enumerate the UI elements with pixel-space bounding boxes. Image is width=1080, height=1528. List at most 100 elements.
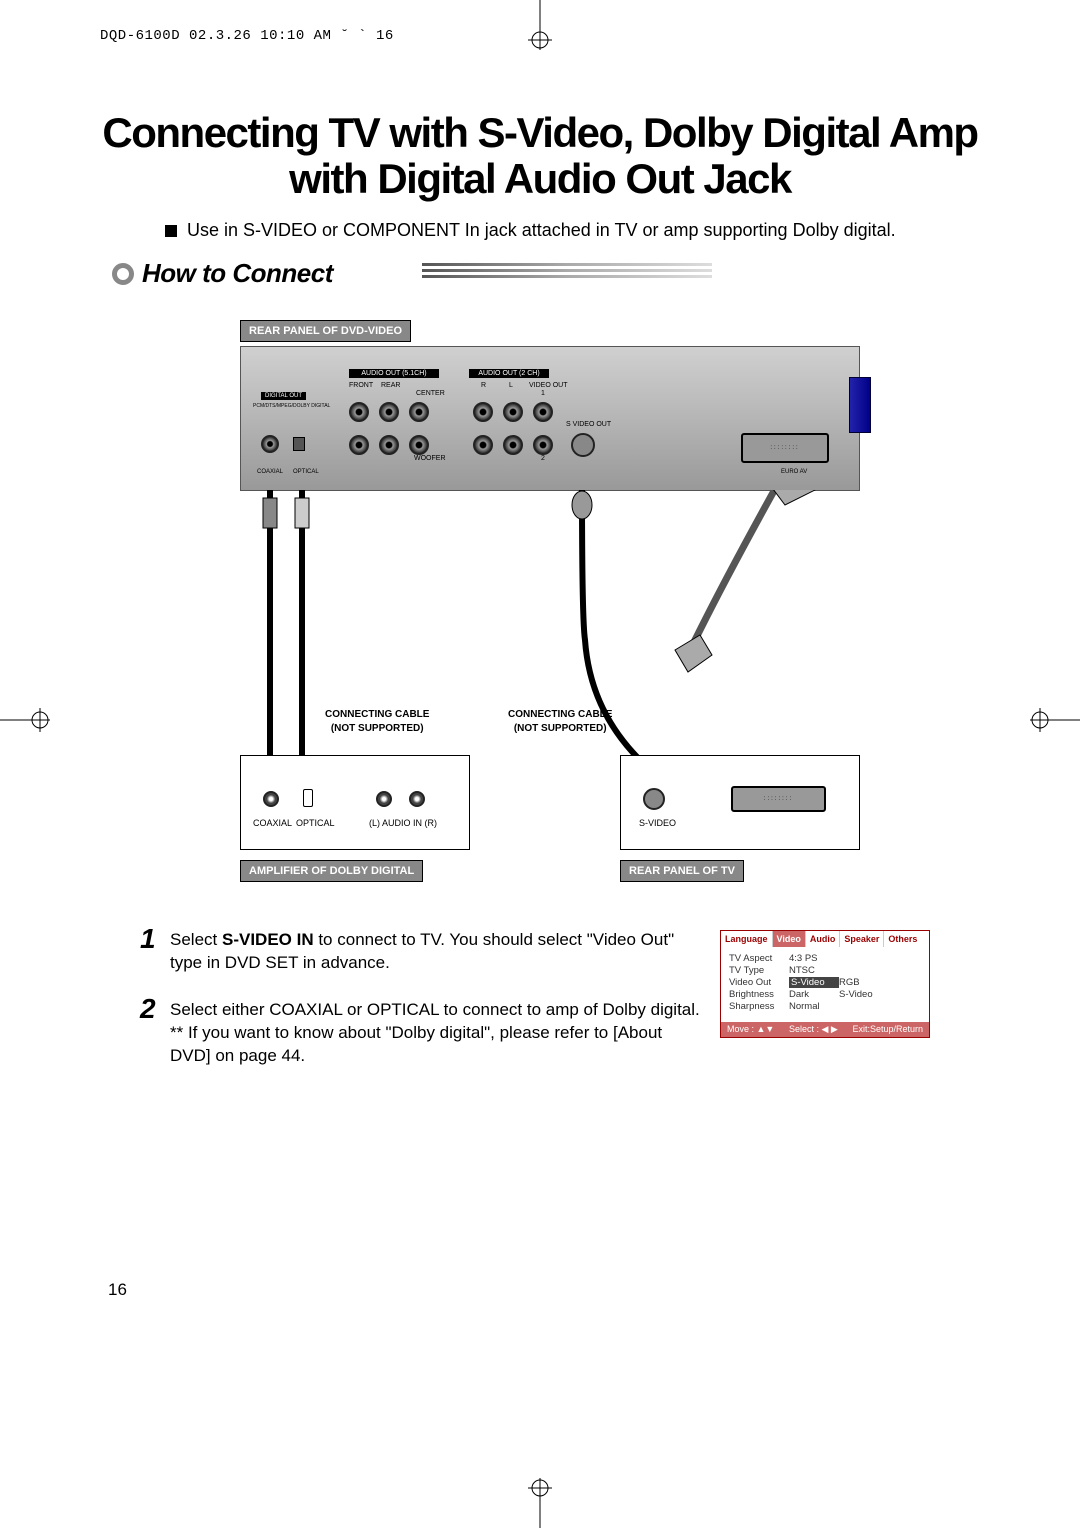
crop-mark-right <box>1030 700 1080 740</box>
optical-label: OPTICAL <box>296 818 335 828</box>
page-header: DQD-6100D 02.3.26 10:10 AM ˘ ` 16 <box>100 28 394 44</box>
crop-mark-top <box>520 0 560 50</box>
step-2: 2 Select either COAXIAL or OPTICAL to co… <box>140 995 700 1068</box>
jack-r2-icon <box>473 435 493 455</box>
euroav-label: EURO AV <box>781 469 807 475</box>
woofer-label: WOOFER <box>414 455 446 462</box>
cable1-label: CONNECTING CABLE(NOT SUPPORTED) <box>325 708 429 736</box>
rear-panel-dvd: AUDIO OUT (5.1CH) AUDIO OUT (2 CH) DIGIT… <box>240 346 860 491</box>
tab-others: Others <box>884 931 921 947</box>
svideo-jack-icon <box>571 433 595 457</box>
jack-center-icon <box>409 402 429 422</box>
audio51-label: AUDIO OUT (5.1CH) <box>349 369 439 378</box>
row-brightness-label: Brightness <box>729 989 789 1000</box>
settings-footer: Move : ▲▼ Select : ◀ ▶ Exit:Setup/Return <box>721 1022 929 1037</box>
jack-video1-icon <box>533 402 553 422</box>
videoout-label: VIDEO OUT <box>529 382 568 389</box>
r-label: R <box>481 382 486 389</box>
settings-body: TV Aspect4:3 PS TV TypeNTSC Video OutS-V… <box>721 947 929 1022</box>
row-videoout-opt: RGB <box>839 977 889 988</box>
front-label: FRONT <box>349 382 373 389</box>
tv-svideo-jack-icon <box>643 788 665 810</box>
settings-tabs: Language Video Audio Speaker Others <box>721 931 929 947</box>
jack-l1-icon <box>503 402 523 422</box>
square-bullet-icon <box>165 225 177 237</box>
one-label: 1 <box>541 390 545 397</box>
audio2-label: AUDIO OUT (2 CH) <box>469 369 549 378</box>
coaxial-small: COAXIAL <box>257 469 283 475</box>
pcm-label: PCM/DTS/MPEG/DOLBY DIGITAL <box>253 403 330 409</box>
circle-bullet-icon <box>112 263 134 285</box>
section-rule-1 <box>422 263 712 266</box>
section-title: How to Connect <box>142 258 333 289</box>
optical-small: OPTICAL <box>293 469 319 475</box>
jack-r1-icon <box>473 402 493 422</box>
section-rule-3 <box>422 275 712 278</box>
amp-box-label: AMPLIFIER OF DOLBY DIGITAL <box>240 860 423 882</box>
page-number: 16 <box>108 1280 127 1300</box>
rear-dvd-label: REAR PANEL OF DVD-VIDEO <box>240 320 411 342</box>
section-heading: How to Connect <box>112 258 333 289</box>
tab-audio: Audio <box>806 931 841 947</box>
svideoout-label: S VIDEO OUT <box>566 421 611 428</box>
row-aspect-val: 4:3 PS <box>789 953 839 964</box>
row-tvtype-val: NTSC <box>789 965 839 976</box>
coaxial-jack-icon <box>261 435 279 453</box>
row-brightness-opt: S-Video <box>839 989 889 1000</box>
step-2-text: Select either COAXIAL or OPTICAL to conn… <box>170 995 700 1068</box>
jack-video2-icon <box>533 435 553 455</box>
footer-exit: Exit:Setup/Return <box>852 1024 923 1035</box>
cable2-label: CONNECTING CABLE(NOT SUPPORTED) <box>508 708 612 736</box>
footer-move: Move : ▲▼ <box>727 1024 774 1035</box>
jack-l2-icon <box>503 435 523 455</box>
row-sharpness-val: Normal <box>789 1001 839 1012</box>
jack-woofer-icon <box>409 435 429 455</box>
l-label: L <box>509 382 513 389</box>
amp-panel: COAXIAL OPTICAL (L) AUDIO IN (R) <box>240 755 470 850</box>
row-brightness-val: Dark <box>789 989 839 1000</box>
steps-area: 1 Select S-VIDEO IN to connect to TV. Yo… <box>140 925 700 1088</box>
two-label: 2 <box>541 455 545 462</box>
footer-select: Select : ◀ ▶ <box>789 1024 838 1035</box>
intro-text: Use in S-VIDEO or COMPONENT In jack atta… <box>187 220 896 241</box>
tab-speaker: Speaker <box>840 931 884 947</box>
row-videoout-val: S-Video <box>789 977 839 988</box>
jack-front-r-icon <box>349 435 369 455</box>
tv-box-label: REAR PANEL OF TV <box>620 860 744 882</box>
step-1-text: Select S-VIDEO IN to connect to TV. You … <box>170 925 700 975</box>
tab-video: Video <box>773 931 806 947</box>
intro-line: Use in S-VIDEO or COMPONENT In jack atta… <box>165 220 896 241</box>
row-aspect-label: TV Aspect <box>729 953 789 964</box>
settings-menu: Language Video Audio Speaker Others TV A… <box>720 930 930 1038</box>
section-rule-2 <box>422 269 712 272</box>
svideo-label: S-VIDEO <box>639 818 676 828</box>
amp-audio-l-icon <box>376 791 392 807</box>
row-sharpness-label: Sharpness <box>729 1001 789 1012</box>
audio-in-label: (L) AUDIO IN (R) <box>369 818 437 828</box>
diagram-area: REAR PANEL OF DVD-VIDEO AUDIO OUT (5.1CH… <box>240 320 860 491</box>
center-label: CENTER <box>416 390 445 397</box>
crop-mark-bottom <box>520 1478 560 1528</box>
row-tvtype-label: TV Type <box>729 965 789 976</box>
amp-coax-jack-icon <box>263 791 279 807</box>
step-1-number: 1 <box>140 925 160 953</box>
panel-edge-icon <box>849 377 871 433</box>
jack-rear-r-icon <box>379 435 399 455</box>
scart-jack-icon: :::::::: <box>741 433 829 463</box>
row-videoout-label: Video Out <box>729 977 789 988</box>
crop-mark-left <box>0 700 50 740</box>
tv-panel: :::::::: S-VIDEO <box>620 755 860 850</box>
main-title: Connecting TV with S-Video, Dolby Digita… <box>100 110 980 202</box>
tv-scart-jack-icon: :::::::: <box>731 786 826 812</box>
step-2-number: 2 <box>140 995 160 1023</box>
amp-optical-jack-icon <box>303 789 313 807</box>
digital-out-label: DIGITAL OUT <box>261 392 306 400</box>
rear-label: REAR <box>381 382 400 389</box>
amp-audio-r-icon <box>409 791 425 807</box>
jack-rear-l-icon <box>379 402 399 422</box>
coaxial-label: COAXIAL <box>253 818 292 828</box>
optical-jack-icon <box>293 437 305 451</box>
step-1: 1 Select S-VIDEO IN to connect to TV. Yo… <box>140 925 700 975</box>
tab-language: Language <box>721 931 773 947</box>
jack-front-l-icon <box>349 402 369 422</box>
